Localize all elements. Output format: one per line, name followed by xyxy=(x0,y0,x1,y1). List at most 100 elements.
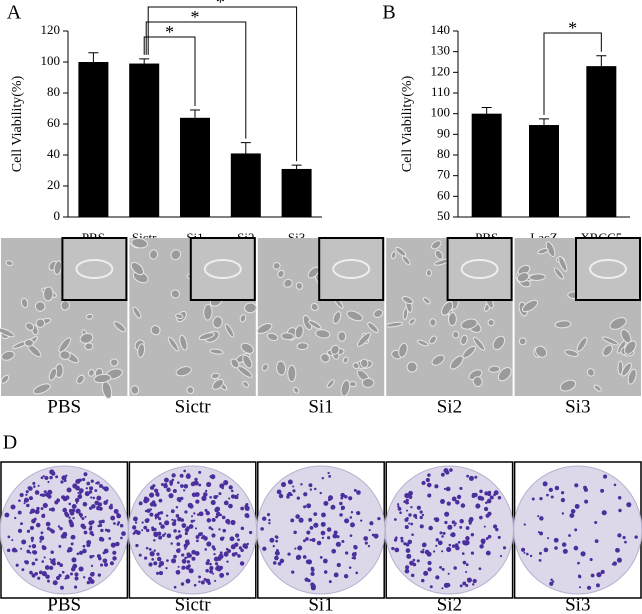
cell xyxy=(558,255,568,272)
colony xyxy=(444,511,450,517)
colony xyxy=(60,534,66,539)
cell xyxy=(84,342,94,351)
colony xyxy=(352,556,357,560)
colony xyxy=(466,474,470,478)
cell xyxy=(310,302,319,312)
cell xyxy=(287,364,297,383)
colony xyxy=(447,572,450,575)
colony xyxy=(29,511,33,515)
caption: PBS xyxy=(47,594,81,614)
colony xyxy=(211,545,215,549)
colony xyxy=(293,530,297,535)
colony xyxy=(335,541,341,547)
colony xyxy=(290,518,295,523)
colony xyxy=(407,539,413,545)
colony xyxy=(171,521,177,527)
colony xyxy=(434,517,440,523)
colony xyxy=(92,554,95,558)
colony xyxy=(487,534,492,539)
colony xyxy=(77,491,80,494)
colony xyxy=(246,542,249,546)
colony xyxy=(554,485,560,491)
colony xyxy=(206,481,212,488)
colony xyxy=(428,525,433,531)
colony xyxy=(138,553,142,557)
colony xyxy=(34,509,40,515)
colony xyxy=(300,483,303,486)
colony xyxy=(208,526,212,530)
inset xyxy=(189,237,256,301)
colony xyxy=(240,506,245,511)
colony xyxy=(209,475,213,478)
colony xyxy=(37,484,40,487)
colony xyxy=(98,523,103,527)
colony xyxy=(98,536,104,542)
colony xyxy=(61,495,66,500)
cell xyxy=(535,345,548,358)
colony xyxy=(148,562,153,567)
colony xyxy=(327,536,331,540)
colony xyxy=(440,472,445,477)
colony xyxy=(209,569,213,574)
colony xyxy=(219,483,225,489)
colony xyxy=(427,567,432,572)
colony xyxy=(149,492,155,498)
error-bar xyxy=(240,142,251,154)
colony xyxy=(164,532,167,535)
significance-label: * xyxy=(568,18,577,38)
colony xyxy=(28,496,33,501)
colony xyxy=(86,539,92,545)
colony xyxy=(110,515,116,521)
colony xyxy=(244,504,248,509)
colony xyxy=(198,483,202,487)
colony xyxy=(158,517,162,521)
colony xyxy=(313,522,319,528)
colony xyxy=(305,537,309,541)
colony xyxy=(453,524,456,527)
cell xyxy=(113,321,126,333)
colony xyxy=(468,521,472,525)
colony xyxy=(406,501,410,505)
colony xyxy=(319,491,322,495)
colony xyxy=(309,526,313,530)
colony xyxy=(136,530,141,535)
colony xyxy=(50,507,56,512)
colony xyxy=(462,540,468,546)
colony xyxy=(465,526,470,530)
colony xyxy=(596,572,602,578)
colony xyxy=(225,572,230,576)
colony xyxy=(30,536,35,541)
cell xyxy=(434,249,444,260)
colony xyxy=(88,490,93,494)
colony xyxy=(287,491,292,497)
colony xyxy=(634,535,638,539)
y-tick-label: 20 xyxy=(47,177,60,192)
colony xyxy=(343,574,349,579)
colony xyxy=(275,539,279,543)
colony xyxy=(404,568,410,574)
colony xyxy=(171,518,174,521)
cell xyxy=(293,386,300,394)
colony xyxy=(295,514,300,519)
colony xyxy=(153,549,156,552)
colony xyxy=(36,506,40,511)
cell xyxy=(330,344,340,355)
colony xyxy=(45,574,50,579)
colony xyxy=(44,492,50,497)
cell xyxy=(85,313,94,320)
colony xyxy=(485,501,488,505)
colony xyxy=(360,519,363,522)
colony xyxy=(176,542,181,547)
colony xyxy=(25,490,29,494)
colony xyxy=(173,585,177,589)
plate xyxy=(128,461,258,599)
colony xyxy=(183,489,186,492)
colony xyxy=(443,582,450,588)
colony xyxy=(321,476,325,480)
caption: Si2 xyxy=(437,594,462,614)
colony xyxy=(91,504,96,509)
colony xyxy=(600,488,605,493)
colony xyxy=(237,538,240,542)
colony xyxy=(580,551,586,557)
colony xyxy=(462,581,467,586)
